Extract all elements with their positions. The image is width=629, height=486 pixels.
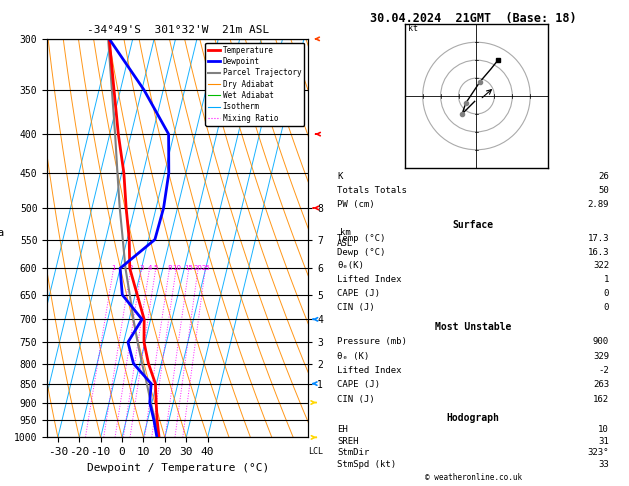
X-axis label: Dewpoint / Temperature (°C): Dewpoint / Temperature (°C) — [87, 463, 269, 473]
Text: 3: 3 — [140, 265, 144, 271]
Y-axis label: km
ASL: km ASL — [337, 228, 353, 248]
Legend: Temperature, Dewpoint, Parcel Trajectory, Dry Adiabat, Wet Adiabat, Isotherm, Mi: Temperature, Dewpoint, Parcel Trajectory… — [205, 43, 304, 125]
Text: 0: 0 — [604, 289, 609, 298]
Text: Hodograph: Hodograph — [447, 413, 499, 423]
Text: 162: 162 — [593, 395, 609, 404]
Text: 1: 1 — [604, 275, 609, 284]
Text: StmDir: StmDir — [337, 449, 369, 457]
Text: CAPE (J): CAPE (J) — [337, 289, 380, 298]
Text: 4: 4 — [147, 265, 152, 271]
Text: K: K — [337, 172, 342, 181]
Text: 322: 322 — [593, 261, 609, 271]
Text: 2: 2 — [129, 265, 133, 271]
Title: -34°49'S  301°32'W  21m ASL: -34°49'S 301°32'W 21m ASL — [87, 25, 269, 35]
Text: kt: kt — [408, 24, 418, 34]
Text: 900: 900 — [593, 337, 609, 347]
Text: Surface: Surface — [452, 220, 494, 229]
Text: 10: 10 — [598, 425, 609, 434]
Text: Lifted Index: Lifted Index — [337, 366, 401, 375]
Text: 10: 10 — [172, 265, 181, 271]
Text: Lifted Index: Lifted Index — [337, 275, 401, 284]
Text: CIN (J): CIN (J) — [337, 395, 375, 404]
Text: Dewp (°C): Dewp (°C) — [337, 248, 386, 257]
Text: Temp (°C): Temp (°C) — [337, 234, 386, 243]
Text: PW (cm): PW (cm) — [337, 200, 375, 209]
Text: SREH: SREH — [337, 437, 359, 446]
Text: 323°: 323° — [587, 449, 609, 457]
Text: 50: 50 — [598, 186, 609, 195]
Text: θₑ(K): θₑ(K) — [337, 261, 364, 271]
Text: LCL: LCL — [308, 447, 323, 456]
Text: Pressure (mb): Pressure (mb) — [337, 337, 407, 347]
Text: 8: 8 — [167, 265, 172, 271]
Text: StmSpd (kt): StmSpd (kt) — [337, 460, 396, 469]
Text: EH: EH — [337, 425, 348, 434]
Text: 329: 329 — [593, 352, 609, 361]
Text: 25: 25 — [201, 265, 210, 271]
Text: 17.3: 17.3 — [587, 234, 609, 243]
Text: 263: 263 — [593, 381, 609, 389]
Text: 1: 1 — [111, 265, 116, 271]
Text: CAPE (J): CAPE (J) — [337, 381, 380, 389]
Text: 30.04.2024  21GMT  (Base: 18): 30.04.2024 21GMT (Base: 18) — [370, 12, 577, 25]
Text: θₑ (K): θₑ (K) — [337, 352, 369, 361]
Y-axis label: hPa: hPa — [0, 228, 4, 238]
Text: 2.89: 2.89 — [587, 200, 609, 209]
Text: Most Unstable: Most Unstable — [435, 322, 511, 332]
Text: 0: 0 — [604, 303, 609, 312]
Text: Totals Totals: Totals Totals — [337, 186, 407, 195]
Text: 26: 26 — [598, 172, 609, 181]
Text: 15: 15 — [184, 265, 193, 271]
Text: CIN (J): CIN (J) — [337, 303, 375, 312]
Text: -2: -2 — [598, 366, 609, 375]
Text: 5: 5 — [153, 265, 158, 271]
Text: 33: 33 — [598, 460, 609, 469]
Text: 16.3: 16.3 — [587, 248, 609, 257]
Text: © weatheronline.co.uk: © weatheronline.co.uk — [425, 473, 522, 482]
Text: 31: 31 — [598, 437, 609, 446]
Text: 20: 20 — [194, 265, 203, 271]
